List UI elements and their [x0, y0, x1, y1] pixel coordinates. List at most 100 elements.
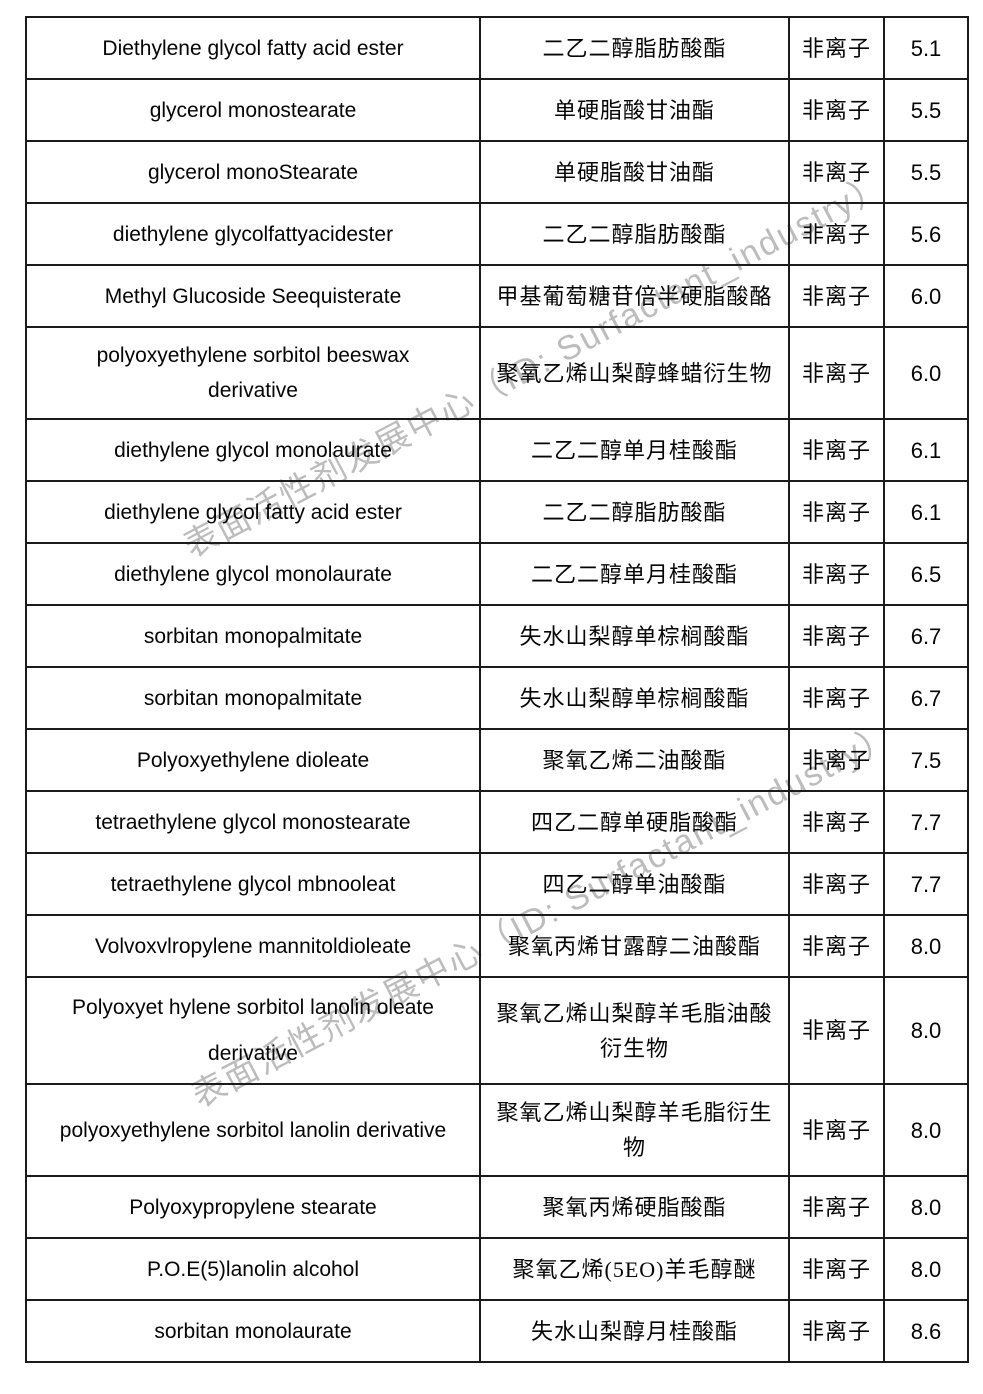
ionic-type-cell: 非离子	[788, 326, 885, 420]
table-row: sorbitan monopalmitate 失水山梨醇单棕榈酸酯 非离子 6.7	[25, 604, 969, 668]
chinese-name-cell: 失水山梨醇单棕榈酸酯	[479, 604, 790, 668]
table-row: tetraethylene glycol monostearate 四乙二醇单硬脂…	[25, 790, 969, 854]
ionic-type-cell: 非离子	[788, 790, 885, 854]
ionic-type-cell: 非离子	[788, 16, 885, 80]
surfactant-hlb-table: Diethylene glycol fatty acid ester 二乙二醇脂肪…	[25, 16, 969, 1363]
table-row: diethylene glycol monolaurate 二乙二醇单月桂酸酯 非离…	[25, 418, 969, 482]
ionic-type-cell: 非离子	[788, 202, 885, 266]
chinese-name-cell: 聚氧乙烯二油酸酯	[479, 728, 790, 792]
chinese-name-cell: 单硬脂酸甘油酯	[479, 78, 790, 142]
table-row: Methyl Glucoside Seequisterate 甲基葡萄糖苷倍半硬脂…	[25, 264, 969, 328]
ionic-type-cell: 非离子	[788, 1083, 885, 1177]
english-name-cell: diethylene glycol monolaurate	[25, 542, 481, 606]
ionic-type-cell: 非离子	[788, 852, 885, 916]
ionic-type-cell: 非离子	[788, 604, 885, 668]
table-row: sorbitan monopalmitate 失水山梨醇单棕榈酸酯 非离子 6.7	[25, 666, 969, 730]
hlb-value-cell: 6.1	[883, 418, 969, 482]
chinese-name-cell: 聚氧乙烯(5EO)羊毛醇醚	[479, 1237, 790, 1301]
table-row: Polyoxyet hylene sorbitol lanolin oleate…	[25, 976, 969, 1085]
chinese-name-cell: 聚氧乙烯山梨醇羊毛脂油酸 衍生物	[479, 976, 790, 1085]
chinese-name-cell: 二乙二醇单月桂酸酯	[479, 418, 790, 482]
english-name-cell: tetraethylene glycol monostearate	[25, 790, 481, 854]
ionic-type-cell: 非离子	[788, 914, 885, 978]
chinese-name-cell: 失水山梨醇月桂酸酯	[479, 1299, 790, 1363]
hlb-value-cell: 8.6	[883, 1299, 969, 1363]
table-row: sorbitan monolaurate 失水山梨醇月桂酸酯 非离子 8.6	[25, 1299, 969, 1363]
table-row: tetraethylene glycol mbnooleat 四乙二醇单油酸酯 非离…	[25, 852, 969, 916]
english-name-cell: glycerol monostearate	[25, 78, 481, 142]
hlb-value-cell: 6.0	[883, 326, 969, 420]
english-name-cell: Polyoxypropylene stearate	[25, 1175, 481, 1239]
chinese-name-cell: 甲基葡萄糖苷倍半硬脂酸酪	[479, 264, 790, 328]
chinese-name-cell: 单硬脂酸甘油酯	[479, 140, 790, 204]
hlb-value-cell: 6.7	[883, 604, 969, 668]
english-name-cell: diethylene glycol fatty acid ester	[25, 480, 481, 544]
hlb-value-cell: 7.7	[883, 790, 969, 854]
hlb-value-cell: 8.0	[883, 1083, 969, 1177]
english-name-cell: sorbitan monopalmitate	[25, 666, 481, 730]
chinese-name-cell: 聚氧乙烯山梨醇蜂蜡衍生物	[479, 326, 790, 420]
chinese-name-cell: 二乙二醇脂肪酸酯	[479, 480, 790, 544]
chinese-name-cell: 聚氧丙烯硬脂酸酯	[479, 1175, 790, 1239]
hlb-value-cell: 7.7	[883, 852, 969, 916]
english-name-cell: Methyl Glucoside Seequisterate	[25, 264, 481, 328]
ionic-type-cell: 非离子	[788, 78, 885, 142]
hlb-value-cell: 8.0	[883, 976, 969, 1085]
table-row: polyoxyethylene sorbitol lanolin derivat…	[25, 1083, 969, 1177]
hlb-value-cell: 8.0	[883, 1175, 969, 1239]
hlb-value-cell: 5.6	[883, 202, 969, 266]
surfactant-table-body: Diethylene glycol fatty acid ester 二乙二醇脂肪…	[25, 16, 969, 1363]
ionic-type-cell: 非离子	[788, 542, 885, 606]
table-row: glycerol monoStearate 单硬脂酸甘油酯 非离子 5.5	[25, 140, 969, 204]
hlb-value-cell: 6.1	[883, 480, 969, 544]
english-name-cell: tetraethylene glycol mbnooleat	[25, 852, 481, 916]
ionic-type-cell: 非离子	[788, 418, 885, 482]
english-name-cell: Diethylene glycol fatty acid ester	[25, 16, 481, 80]
table-row: Polyoxypropylene stearate 聚氧丙烯硬脂酸酯 非离子 8.0	[25, 1175, 969, 1239]
table-row: glycerol monostearate 单硬脂酸甘油酯 非离子 5.5	[25, 78, 969, 142]
hlb-value-cell: 6.7	[883, 666, 969, 730]
ionic-type-cell: 非离子	[788, 140, 885, 204]
chinese-name-cell: 失水山梨醇单棕榈酸酯	[479, 666, 790, 730]
table-row: Volvoxvlropylene mannitoldioleate 聚氧丙烯甘露醇…	[25, 914, 969, 978]
chinese-name-cell: 聚氧乙烯山梨醇羊毛脂衍生 物	[479, 1083, 790, 1177]
chinese-name-cell: 四乙二醇单硬脂酸酯	[479, 790, 790, 854]
english-name-cell: polyoxyethylene sorbitol lanolin derivat…	[25, 1083, 481, 1177]
hlb-value-cell: 8.0	[883, 1237, 969, 1301]
english-name-cell: polyoxyethylene sorbitol beeswax derivat…	[25, 326, 481, 420]
hlb-value-cell: 7.5	[883, 728, 969, 792]
table-row: diethylene glycol monolaurate 二乙二醇单月桂酸酯 非离…	[25, 542, 969, 606]
hlb-value-cell: 5.5	[883, 78, 969, 142]
english-name-cell: Volvoxvlropylene mannitoldioleate	[25, 914, 481, 978]
hlb-value-cell: 8.0	[883, 914, 969, 978]
english-name-cell: sorbitan monolaurate	[25, 1299, 481, 1363]
ionic-type-cell: 非离子	[788, 264, 885, 328]
ionic-type-cell: 非离子	[788, 976, 885, 1085]
table-row: diethylene glycol fatty acid ester 二乙二醇脂肪…	[25, 480, 969, 544]
ionic-type-cell: 非离子	[788, 1299, 885, 1363]
chinese-name-cell: 二乙二醇脂肪酸酯	[479, 16, 790, 80]
english-name-cell: diethylene glycol monolaurate	[25, 418, 481, 482]
english-name-cell: P.O.E(5)lanolin alcohol	[25, 1237, 481, 1301]
chinese-name-cell: 二乙二醇单月桂酸酯	[479, 542, 790, 606]
chinese-name-cell: 聚氧丙烯甘露醇二油酸酯	[479, 914, 790, 978]
english-name-cell: diethylene glycolfattyacidester	[25, 202, 481, 266]
table-row: Diethylene glycol fatty acid ester 二乙二醇脂肪…	[25, 16, 969, 80]
english-name-cell: glycerol monoStearate	[25, 140, 481, 204]
english-name-cell: Polyoxyet hylene sorbitol lanolin oleate…	[25, 976, 481, 1085]
hlb-value-cell: 6.5	[883, 542, 969, 606]
hlb-value-cell: 6.0	[883, 264, 969, 328]
english-name-cell: sorbitan monopalmitate	[25, 604, 481, 668]
ionic-type-cell: 非离子	[788, 666, 885, 730]
ionic-type-cell: 非离子	[788, 480, 885, 544]
ionic-type-cell: 非离子	[788, 1237, 885, 1301]
table-row: polyoxyethylene sorbitol beeswax derivat…	[25, 326, 969, 420]
ionic-type-cell: 非离子	[788, 1175, 885, 1239]
english-name-cell: Polyoxyethylene dioleate	[25, 728, 481, 792]
ionic-type-cell: 非离子	[788, 728, 885, 792]
table-row: diethylene glycolfattyacidester 二乙二醇脂肪酸酯非…	[25, 202, 969, 266]
table-row: Polyoxyethylene dioleate 聚氧乙烯二油酸酯 非离子 7.5	[25, 728, 969, 792]
chinese-name-cell: 四乙二醇单油酸酯	[479, 852, 790, 916]
hlb-value-cell: 5.1	[883, 16, 969, 80]
